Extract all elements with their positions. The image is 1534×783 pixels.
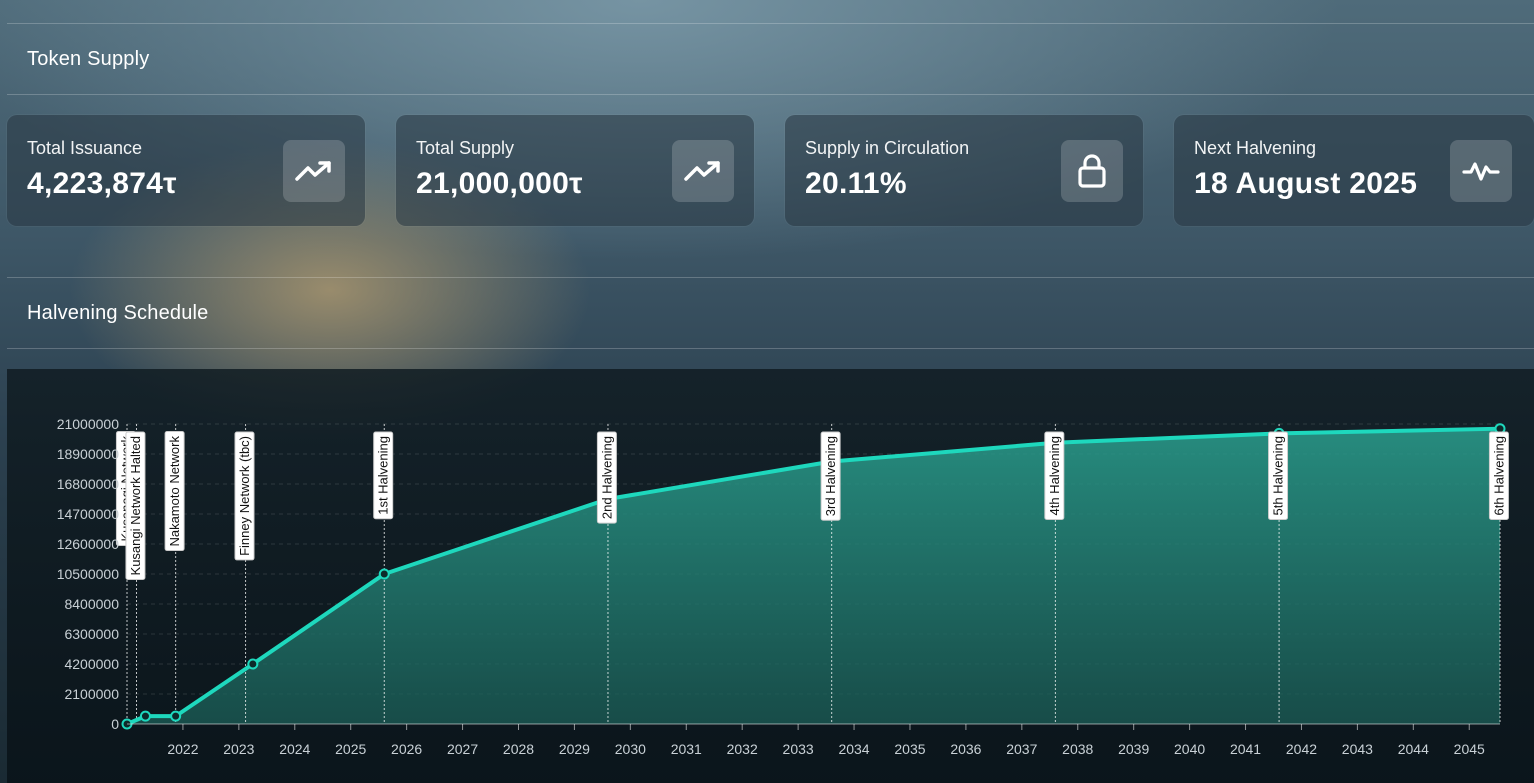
- x-tick-label: 2032: [727, 741, 758, 757]
- annotation-label-bg: [1268, 431, 1289, 520]
- x-tick-label: 2042: [1286, 741, 1317, 757]
- annotation-text: 4th Halvening: [1047, 436, 1062, 516]
- annotation-label: Nakamoto Network: [164, 431, 185, 552]
- total-supply-card: Total Supply 21,000,000τ: [396, 115, 754, 226]
- trending-up-icon: [283, 140, 345, 202]
- y-tick-label: 16800000: [57, 476, 120, 492]
- x-tick-label: 2041: [1230, 741, 1261, 757]
- data-point[interactable]: [247, 658, 259, 670]
- annotation-text: Kusangi Network Halted: [128, 436, 143, 575]
- supply-in-circulation-label: Supply in Circulation: [805, 138, 970, 158]
- data-point[interactable]: [139, 710, 151, 722]
- annotation-label: 5th Halvening: [1268, 431, 1289, 520]
- annotation-text: 6th Halvening: [1491, 436, 1506, 516]
- total-issuance-value: 4,223,874τ: [27, 167, 177, 200]
- x-tick-label: 2043: [1342, 741, 1373, 757]
- data-point[interactable]: [378, 568, 390, 580]
- x-tick-label: 2023: [223, 741, 254, 757]
- x-tick-label: 2024: [279, 741, 310, 757]
- annotation-label-bg: [596, 431, 617, 524]
- x-tick-label: 2037: [1006, 741, 1037, 757]
- total-issuance-label: Total Issuance: [27, 138, 143, 158]
- annotation-text: 5th Halvening: [1271, 436, 1286, 516]
- y-tick-label: 12600000: [57, 536, 120, 552]
- x-tick-label: 2038: [1062, 741, 1093, 757]
- next-halvening-card: Next Halvening 18 August 2025: [1174, 115, 1534, 226]
- next-halvening-value: 18 August 2025: [1194, 167, 1418, 200]
- annotation-text: 1st Halvening: [376, 436, 391, 515]
- annotation-label: Finney Network (tbc): [234, 431, 255, 561]
- data-point[interactable]: [170, 710, 182, 722]
- annotation-text: 3rd Halvening: [823, 436, 838, 516]
- activity-pulse-icon: [1450, 140, 1512, 202]
- x-tick-label: 2036: [950, 741, 981, 757]
- annotation-label-bg: [1044, 431, 1065, 520]
- annotation-label: 2nd Halvening: [596, 431, 617, 524]
- halvening-bottom-divider: [7, 348, 1534, 349]
- annotation-text: Nakamoto Network: [167, 436, 182, 547]
- annotation-label-bg: [125, 431, 146, 580]
- x-tick-label: 2027: [447, 741, 478, 757]
- x-tick-label: 2034: [838, 741, 869, 757]
- annotation-label: Kusangi Network Halted: [125, 431, 146, 580]
- y-tick-label: 8400000: [64, 596, 119, 612]
- annotation-label: 4th Halvening: [1044, 431, 1065, 520]
- x-tick-label: 2029: [559, 741, 590, 757]
- y-tick-label: 0: [111, 716, 119, 732]
- top-divider: [7, 23, 1534, 24]
- halvening-chart: Kusanagi NetworkKusangi Network HaltedNa…: [57, 416, 1509, 757]
- annotation-label-bg: [1488, 431, 1509, 520]
- x-tick-label: 2031: [671, 741, 702, 757]
- supply-in-circulation-value: 20.11%: [805, 167, 907, 200]
- x-tick-label: 2025: [335, 741, 366, 757]
- annotation-label-bg: [234, 431, 255, 561]
- annotation-label: 1st Halvening: [373, 431, 394, 520]
- annotation-text: Finney Network (tbc): [237, 436, 252, 556]
- x-tick-label: 2026: [391, 741, 422, 757]
- token-supply-title: Token Supply: [27, 48, 150, 70]
- y-tick-label: 18900000: [57, 446, 120, 462]
- annotation-text: 2nd Halvening: [599, 436, 614, 519]
- token-supply-divider: [7, 94, 1534, 95]
- x-tick-label: 2040: [1174, 741, 1205, 757]
- y-tick-label: 2100000: [64, 686, 119, 702]
- y-tick-label: 10500000: [57, 566, 120, 582]
- x-tick-label: 2022: [167, 741, 198, 757]
- y-tick-label: 4200000: [64, 656, 119, 672]
- x-tick-label: 2028: [503, 741, 534, 757]
- supply-area: [127, 428, 1500, 724]
- total-supply-value: 21,000,000τ: [416, 167, 583, 200]
- y-tick-label: 21000000: [57, 416, 120, 432]
- total-supply-label: Total Supply: [416, 138, 515, 158]
- annotation-label: 6th Halvening: [1488, 431, 1509, 520]
- total-issuance-card: Total Issuance 4,223,874τ: [7, 115, 365, 226]
- halvening-schedule-title: Halvening Schedule: [27, 302, 209, 324]
- annotation-label-bg: [373, 431, 394, 520]
- x-tick-label: 2039: [1118, 741, 1149, 757]
- x-tick-label: 2044: [1398, 741, 1429, 757]
- trending-up-icon: [672, 140, 734, 202]
- next-halvening-label: Next Halvening: [1194, 138, 1317, 158]
- halvening-top-divider: [7, 277, 1534, 278]
- x-tick-label: 2030: [615, 741, 646, 757]
- annotation-label-bg: [164, 431, 185, 552]
- annotation-label-bg: [820, 431, 841, 521]
- x-tick-label: 2033: [783, 741, 814, 757]
- lock-icon: [1061, 140, 1123, 202]
- y-tick-label: 6300000: [64, 626, 119, 642]
- annotation-label: 3rd Halvening: [820, 431, 841, 521]
- supply-in-circulation-card: Supply in Circulation 20.11%: [785, 115, 1143, 226]
- x-tick-label: 2045: [1454, 741, 1485, 757]
- halvening-chart-panel: Kusanagi NetworkKusangi Network HaltedNa…: [7, 369, 1534, 783]
- supply-line: [126, 426, 1501, 726]
- y-tick-label: 14700000: [57, 506, 120, 522]
- x-tick-label: 2035: [894, 741, 925, 757]
